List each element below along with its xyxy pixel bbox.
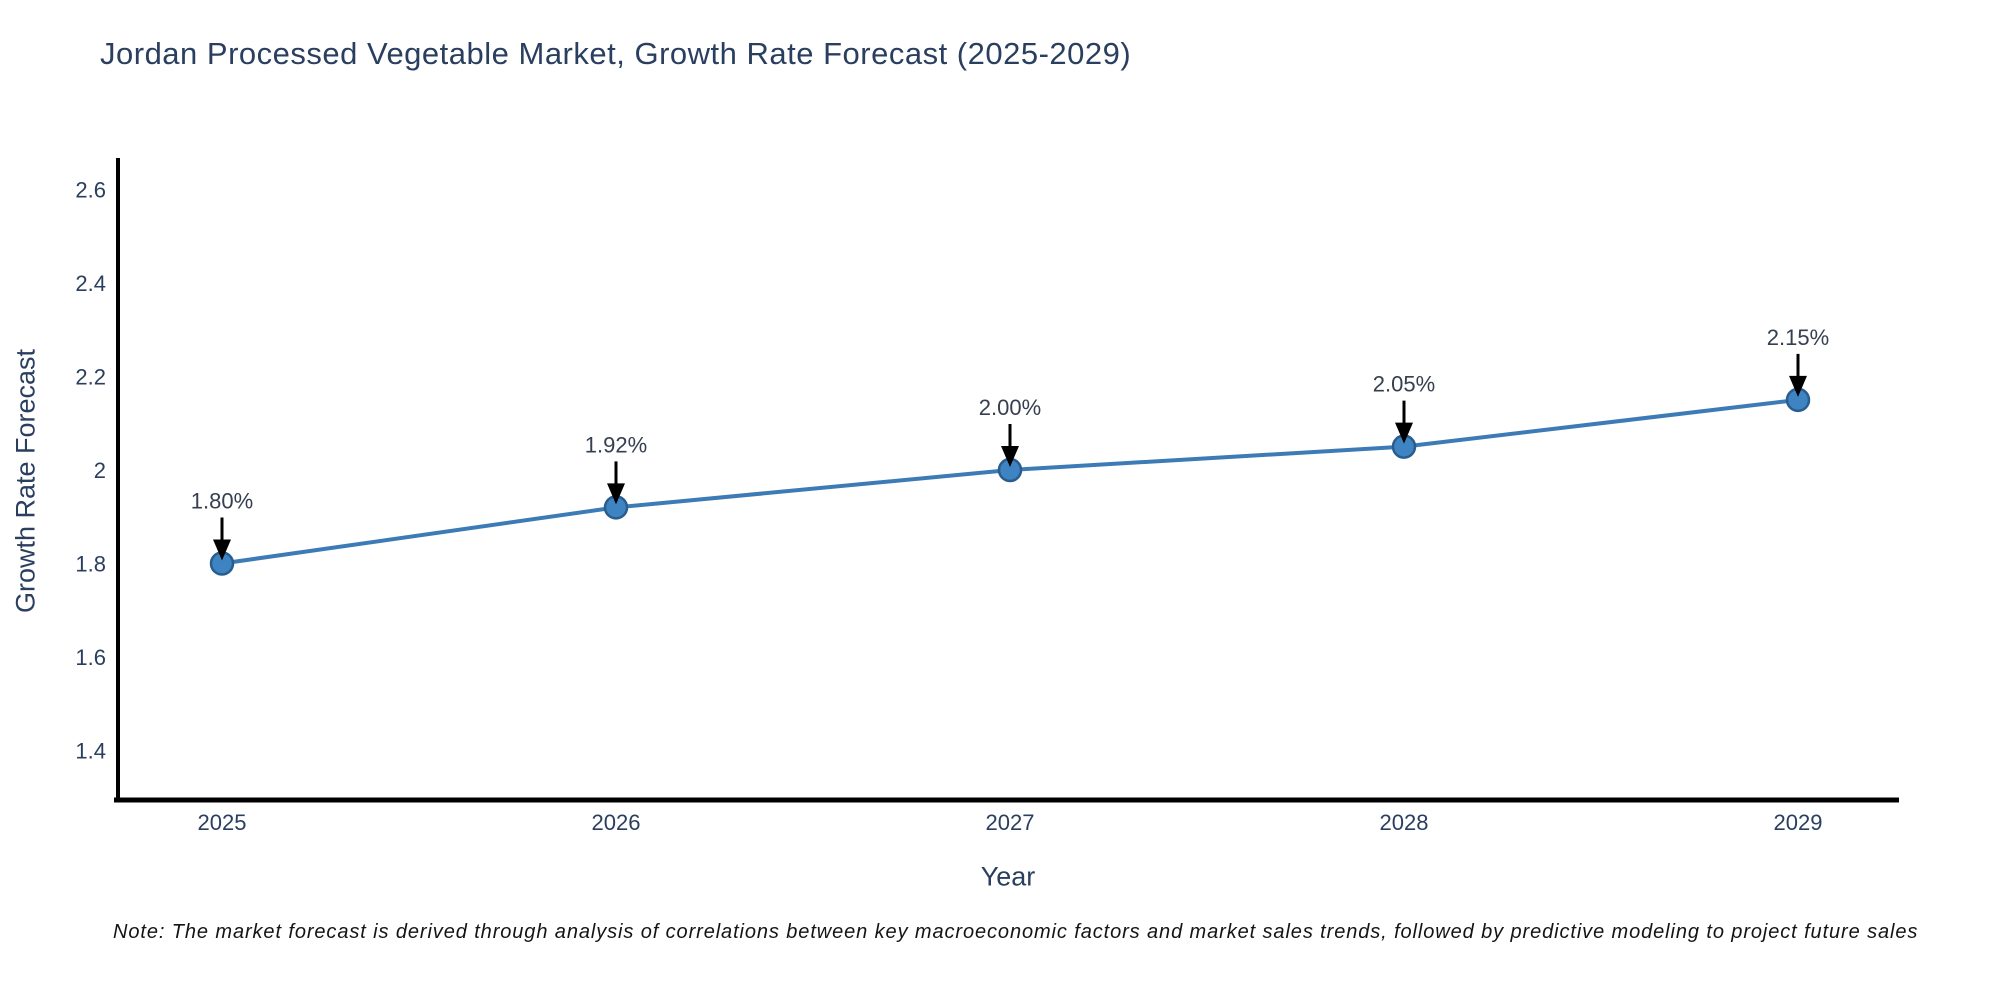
annotation-label: 2.00%	[979, 395, 1041, 420]
annotation-arrow-head	[213, 539, 231, 561]
x-tick-label: 2029	[1774, 810, 1823, 835]
annotation-arrow-head	[607, 483, 625, 505]
y-tick-label: 1.4	[75, 739, 106, 764]
x-axis-label: Year	[980, 861, 1036, 892]
annotation-label: 1.92%	[585, 432, 647, 457]
annotation-label: 2.05%	[1373, 372, 1435, 397]
y-tick-label: 1.6	[75, 645, 106, 670]
annotation-arrow-head	[1001, 446, 1019, 467]
x-tick-label: 2028	[1380, 810, 1429, 835]
chart-title: Jordan Processed Vegetable Market, Growt…	[100, 36, 1132, 71]
x-tick-label: 2027	[986, 810, 1035, 835]
x-tick-label: 2026	[592, 810, 641, 835]
y-tick-label: 2	[94, 458, 106, 483]
footnote: Note: The market forecast is derived thr…	[113, 921, 1919, 943]
y-tick-label: 2.6	[75, 178, 106, 203]
annotation-label: 2.15%	[1767, 325, 1829, 350]
y-tick-label: 1.8	[75, 552, 106, 577]
x-tick-label: 2025	[198, 810, 247, 835]
y-tick-label: 2.4	[75, 271, 106, 296]
annotation-label: 1.80%	[191, 489, 253, 514]
annotation-arrow-head	[1395, 422, 1413, 444]
annotation-arrow-head	[1789, 375, 1807, 397]
y-tick-label: 2.2	[75, 365, 106, 390]
